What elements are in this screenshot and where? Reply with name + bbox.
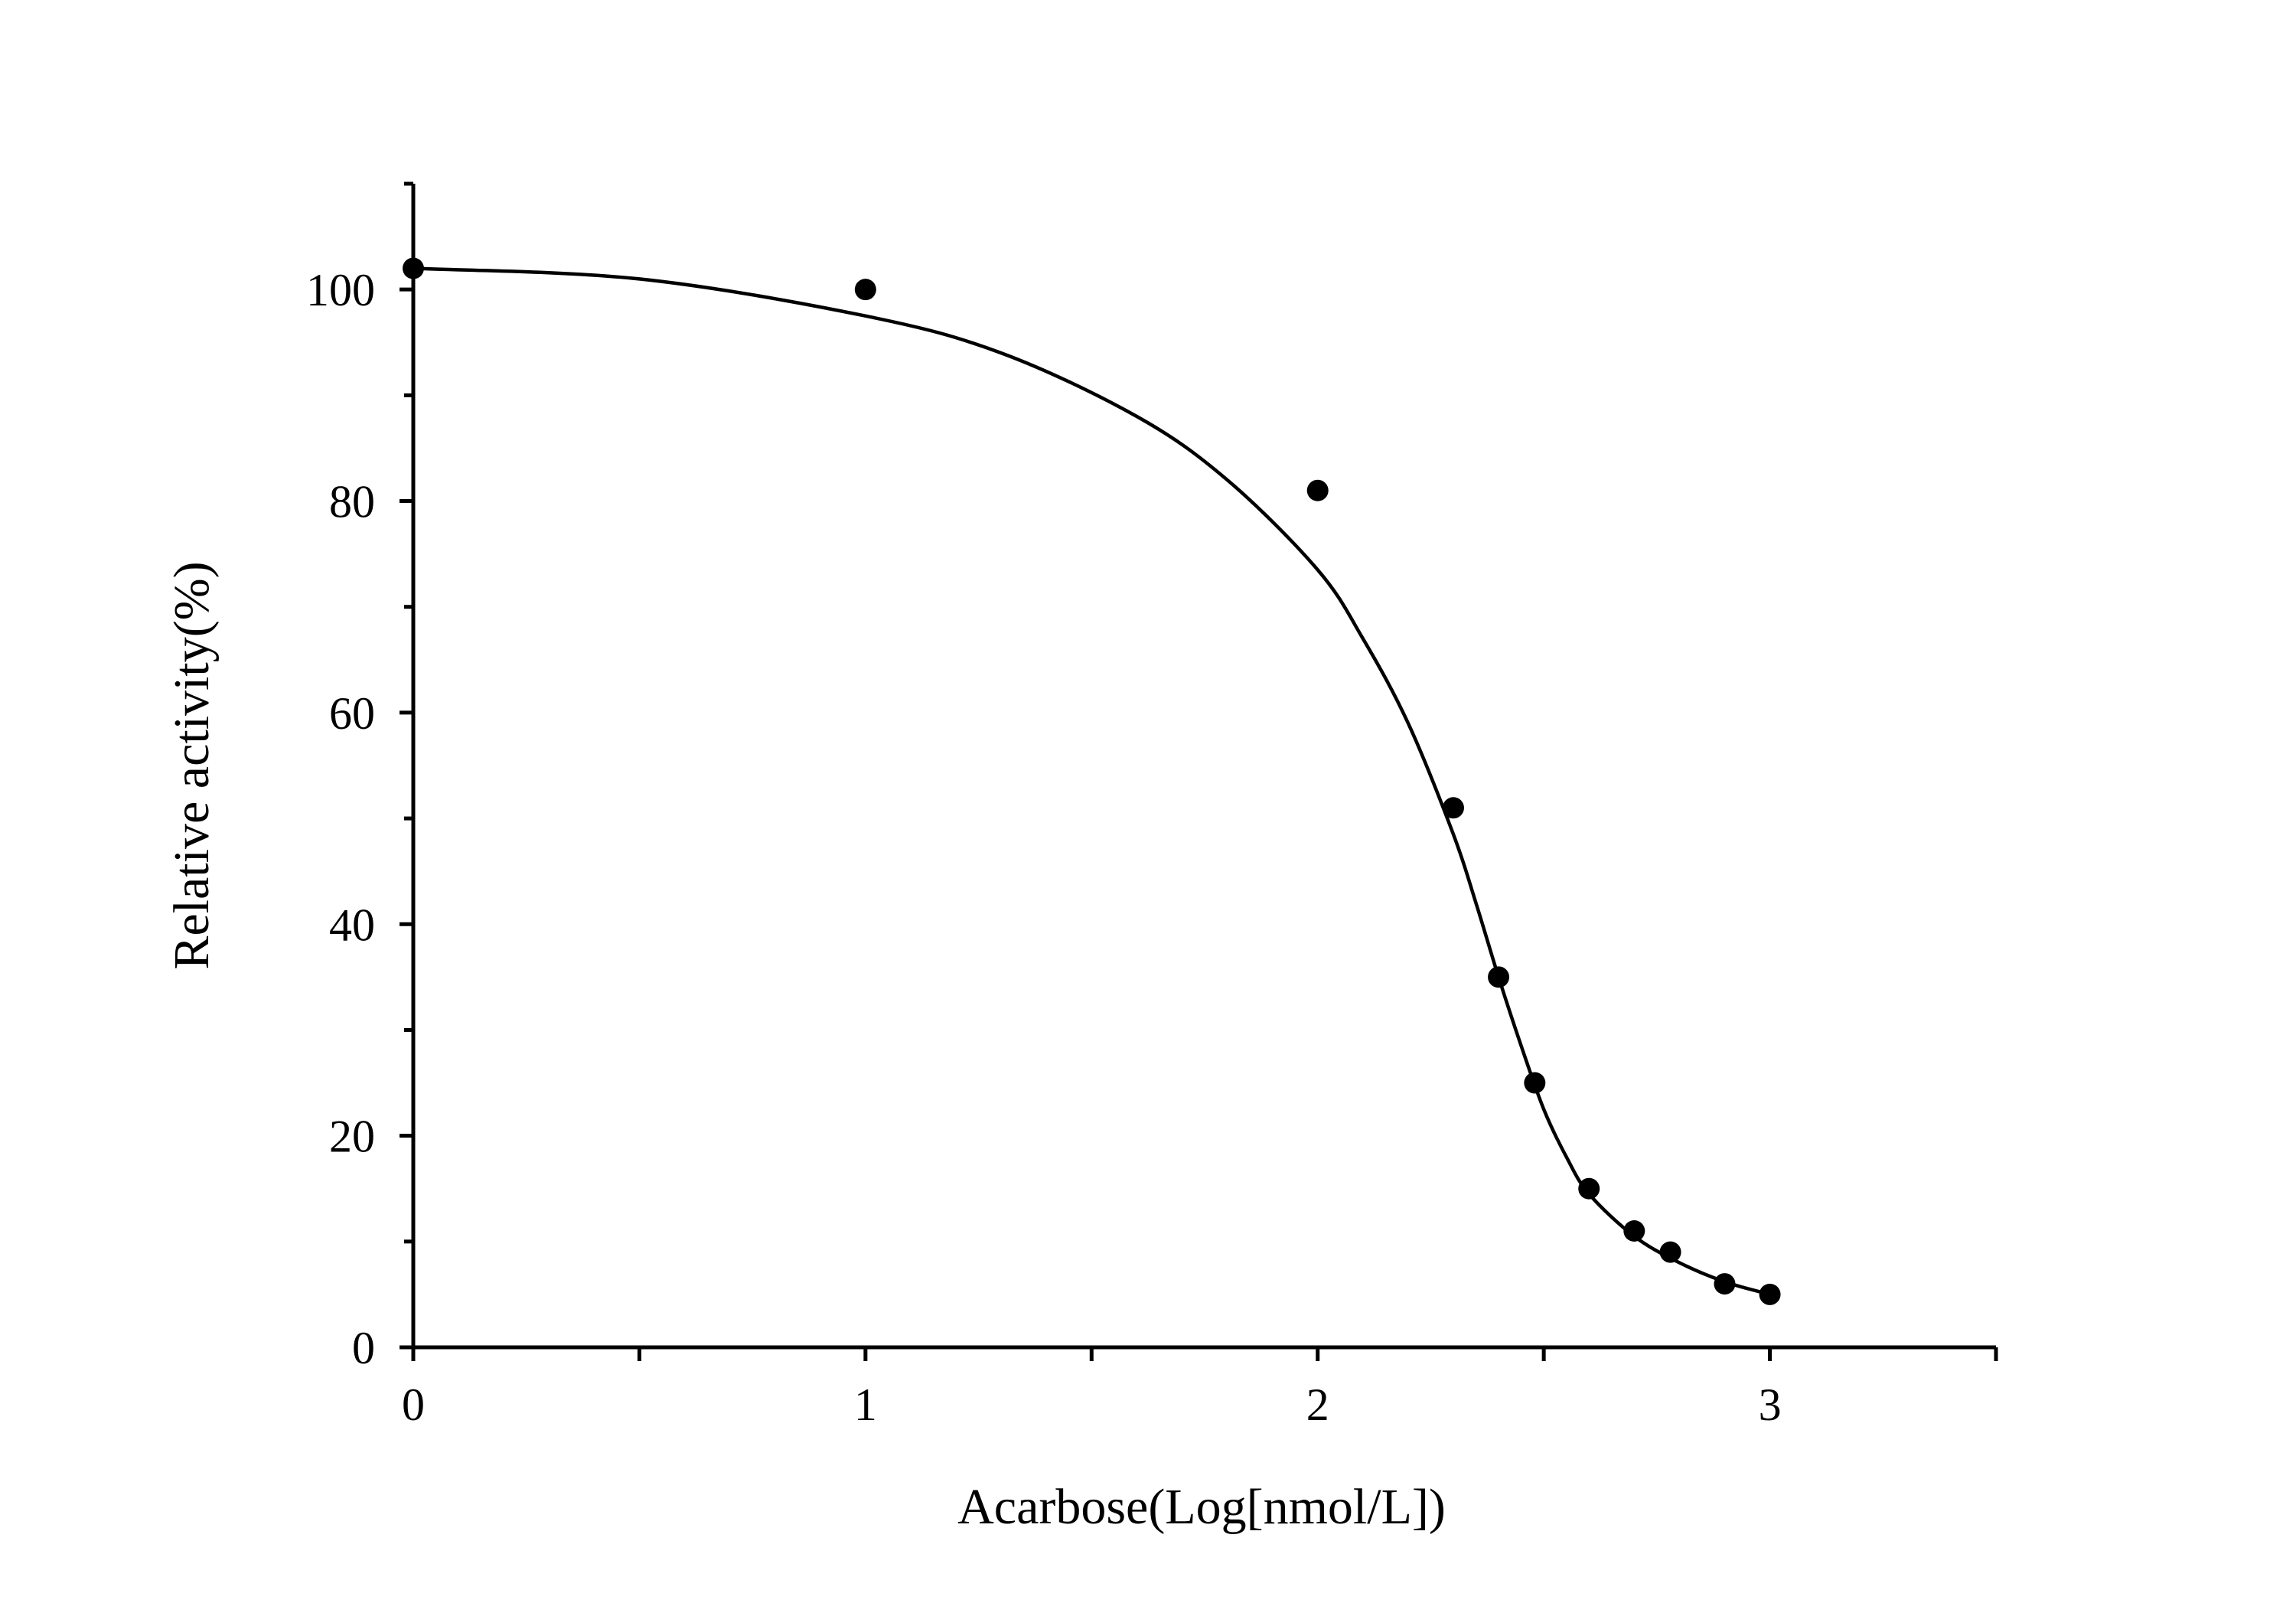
y-tick-label: 100	[306, 265, 375, 315]
data-points-layer	[403, 257, 1781, 1305]
ticks: 0 1 2 3 0 20 40 60 80 100	[306, 181, 1998, 1430]
y-tick-label: 20	[329, 1112, 375, 1162]
y-tick-label: 0	[352, 1323, 375, 1373]
y-tick-label: 80	[329, 477, 375, 527]
x-axis-title: Acarbose(Log[nmol/L])	[957, 1479, 1446, 1535]
data-point	[1306, 479, 1329, 501]
fitted-curve-line	[413, 266, 1771, 1297]
y-axis-title: Relative activity(%)	[164, 561, 220, 969]
y-tick-label: 60	[329, 688, 375, 739]
data-point	[1759, 1283, 1781, 1305]
y-tick-label: 40	[329, 899, 375, 950]
axes	[411, 184, 1996, 1350]
x-tick-label: 1	[854, 1379, 877, 1430]
data-point	[1578, 1177, 1600, 1200]
data-point	[403, 257, 424, 279]
x-tick-label: 3	[1759, 1379, 1782, 1430]
data-point	[1488, 966, 1510, 988]
data-point	[1659, 1241, 1681, 1263]
data-point	[1442, 797, 1464, 819]
x-tick-label: 0	[402, 1379, 425, 1430]
data-point	[1524, 1072, 1546, 1094]
data-point	[1714, 1273, 1736, 1295]
data-point	[854, 279, 876, 301]
x-tick-label: 2	[1306, 1379, 1329, 1430]
fitted-curve-layer	[413, 266, 1771, 1297]
data-point	[1623, 1220, 1645, 1242]
